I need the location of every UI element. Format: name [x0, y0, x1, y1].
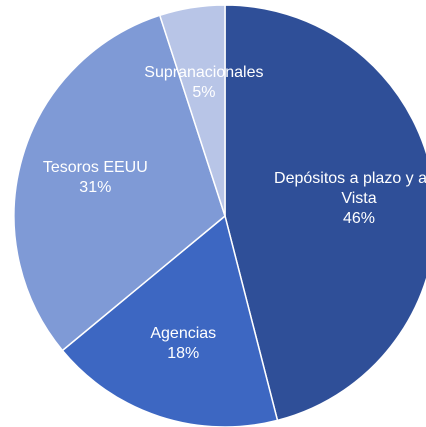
pie-slice: [224, 4, 426, 422]
slice-label: Tesoros EEUU 31%: [10, 158, 180, 198]
category-name: Tesoros EEUU: [42, 159, 148, 177]
category-name: Agencias: [150, 325, 217, 343]
slice-label: Depósitos a plazo y a la Vista 46%: [274, 169, 426, 229]
value-label: 5%: [192, 83, 216, 101]
pie-slice: [13, 14, 226, 352]
slice-label: Agencias 18%: [98, 324, 268, 364]
value-label: 31%: [79, 179, 112, 197]
pie-slice: [158, 4, 226, 217]
category-name: Depósitos a plazo y a la Vista: [274, 170, 426, 208]
value-label: 46%: [342, 210, 375, 228]
pie-slice: [61, 214, 279, 427]
value-label: 18%: [167, 345, 200, 363]
slice-label: Supranacionales 5%: [119, 63, 289, 103]
category-name: Supranacionales: [144, 63, 264, 81]
